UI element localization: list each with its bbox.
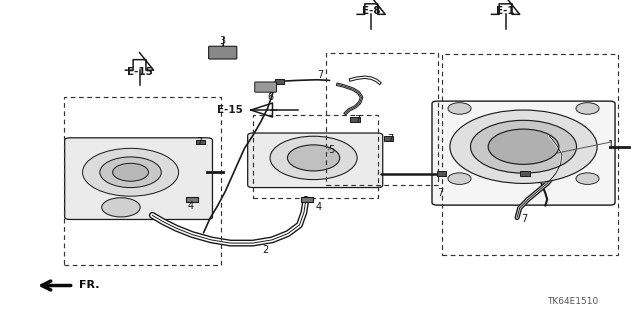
Circle shape <box>100 157 161 188</box>
Circle shape <box>287 145 340 171</box>
FancyBboxPatch shape <box>255 82 276 92</box>
Circle shape <box>576 103 599 114</box>
Text: 4: 4 <box>188 201 194 211</box>
Circle shape <box>83 148 179 196</box>
Bar <box>442 54 618 255</box>
Text: 5: 5 <box>328 145 334 155</box>
Bar <box>196 139 205 144</box>
Bar <box>186 197 198 202</box>
Text: 4: 4 <box>316 202 322 212</box>
Bar <box>253 115 378 198</box>
Circle shape <box>576 173 599 184</box>
Text: 6: 6 <box>267 92 273 102</box>
Text: 7: 7 <box>387 134 394 144</box>
Bar <box>520 172 530 176</box>
Text: 7: 7 <box>522 213 528 224</box>
Circle shape <box>488 129 559 164</box>
Text: 3: 3 <box>219 36 225 47</box>
Text: 7: 7 <box>354 115 360 125</box>
Bar <box>437 172 447 176</box>
Text: 1: 1 <box>608 140 614 150</box>
Text: E-15: E-15 <box>218 105 243 115</box>
Text: TK64E1510: TK64E1510 <box>547 297 598 306</box>
Text: E-1: E-1 <box>496 6 515 16</box>
Bar <box>301 197 313 202</box>
Circle shape <box>470 120 577 173</box>
FancyBboxPatch shape <box>209 46 237 59</box>
Text: 7: 7 <box>437 188 444 198</box>
FancyBboxPatch shape <box>65 138 212 219</box>
Circle shape <box>270 136 357 180</box>
Text: FR.: FR. <box>79 280 99 290</box>
Bar <box>326 53 438 185</box>
FancyBboxPatch shape <box>248 133 383 188</box>
Circle shape <box>102 198 140 217</box>
Circle shape <box>113 163 148 181</box>
Text: 7: 7 <box>317 70 323 80</box>
Circle shape <box>450 110 597 183</box>
Text: 2: 2 <box>262 245 269 256</box>
Bar <box>64 97 221 265</box>
Text: 7: 7 <box>196 137 203 147</box>
Circle shape <box>448 103 471 114</box>
Text: E-15: E-15 <box>127 67 152 77</box>
FancyBboxPatch shape <box>432 101 615 205</box>
Circle shape <box>448 173 471 184</box>
Bar <box>275 79 285 84</box>
Text: E-8: E-8 <box>362 6 381 16</box>
Bar <box>384 137 393 141</box>
Bar <box>351 117 360 122</box>
